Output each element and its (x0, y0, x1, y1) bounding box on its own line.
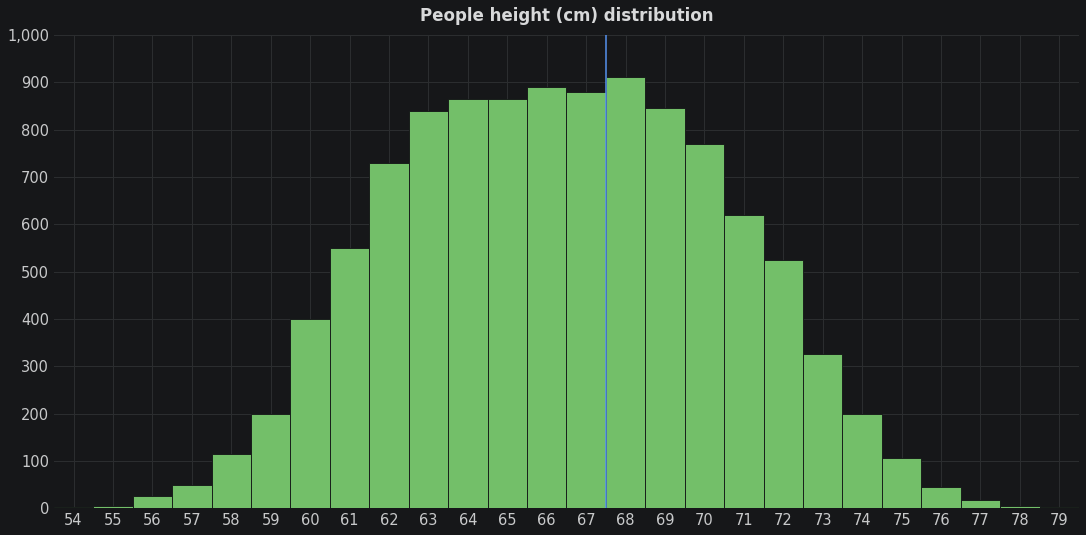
Bar (763, 259, 803, 508)
Title: People height (cm) distribution: People height (cm) distribution (419, 7, 714, 25)
Bar (843, 414, 882, 508)
Bar (961, 500, 1000, 508)
Bar (685, 144, 724, 508)
Bar (921, 487, 961, 508)
Bar (251, 414, 290, 508)
Bar (645, 108, 685, 508)
Bar (290, 319, 330, 508)
Bar (408, 111, 449, 508)
Bar (606, 78, 645, 508)
Bar (724, 215, 763, 508)
Bar (93, 506, 132, 508)
Bar (1039, 507, 1079, 508)
Bar (488, 99, 527, 508)
Bar (803, 354, 843, 508)
Bar (132, 496, 172, 508)
Bar (1000, 506, 1039, 508)
Bar (449, 99, 488, 508)
Bar (330, 248, 369, 508)
Bar (172, 485, 212, 508)
Bar (212, 454, 251, 508)
Bar (54, 507, 93, 508)
Bar (567, 91, 606, 508)
Bar (882, 458, 921, 508)
Bar (527, 87, 567, 508)
Bar (369, 163, 408, 508)
